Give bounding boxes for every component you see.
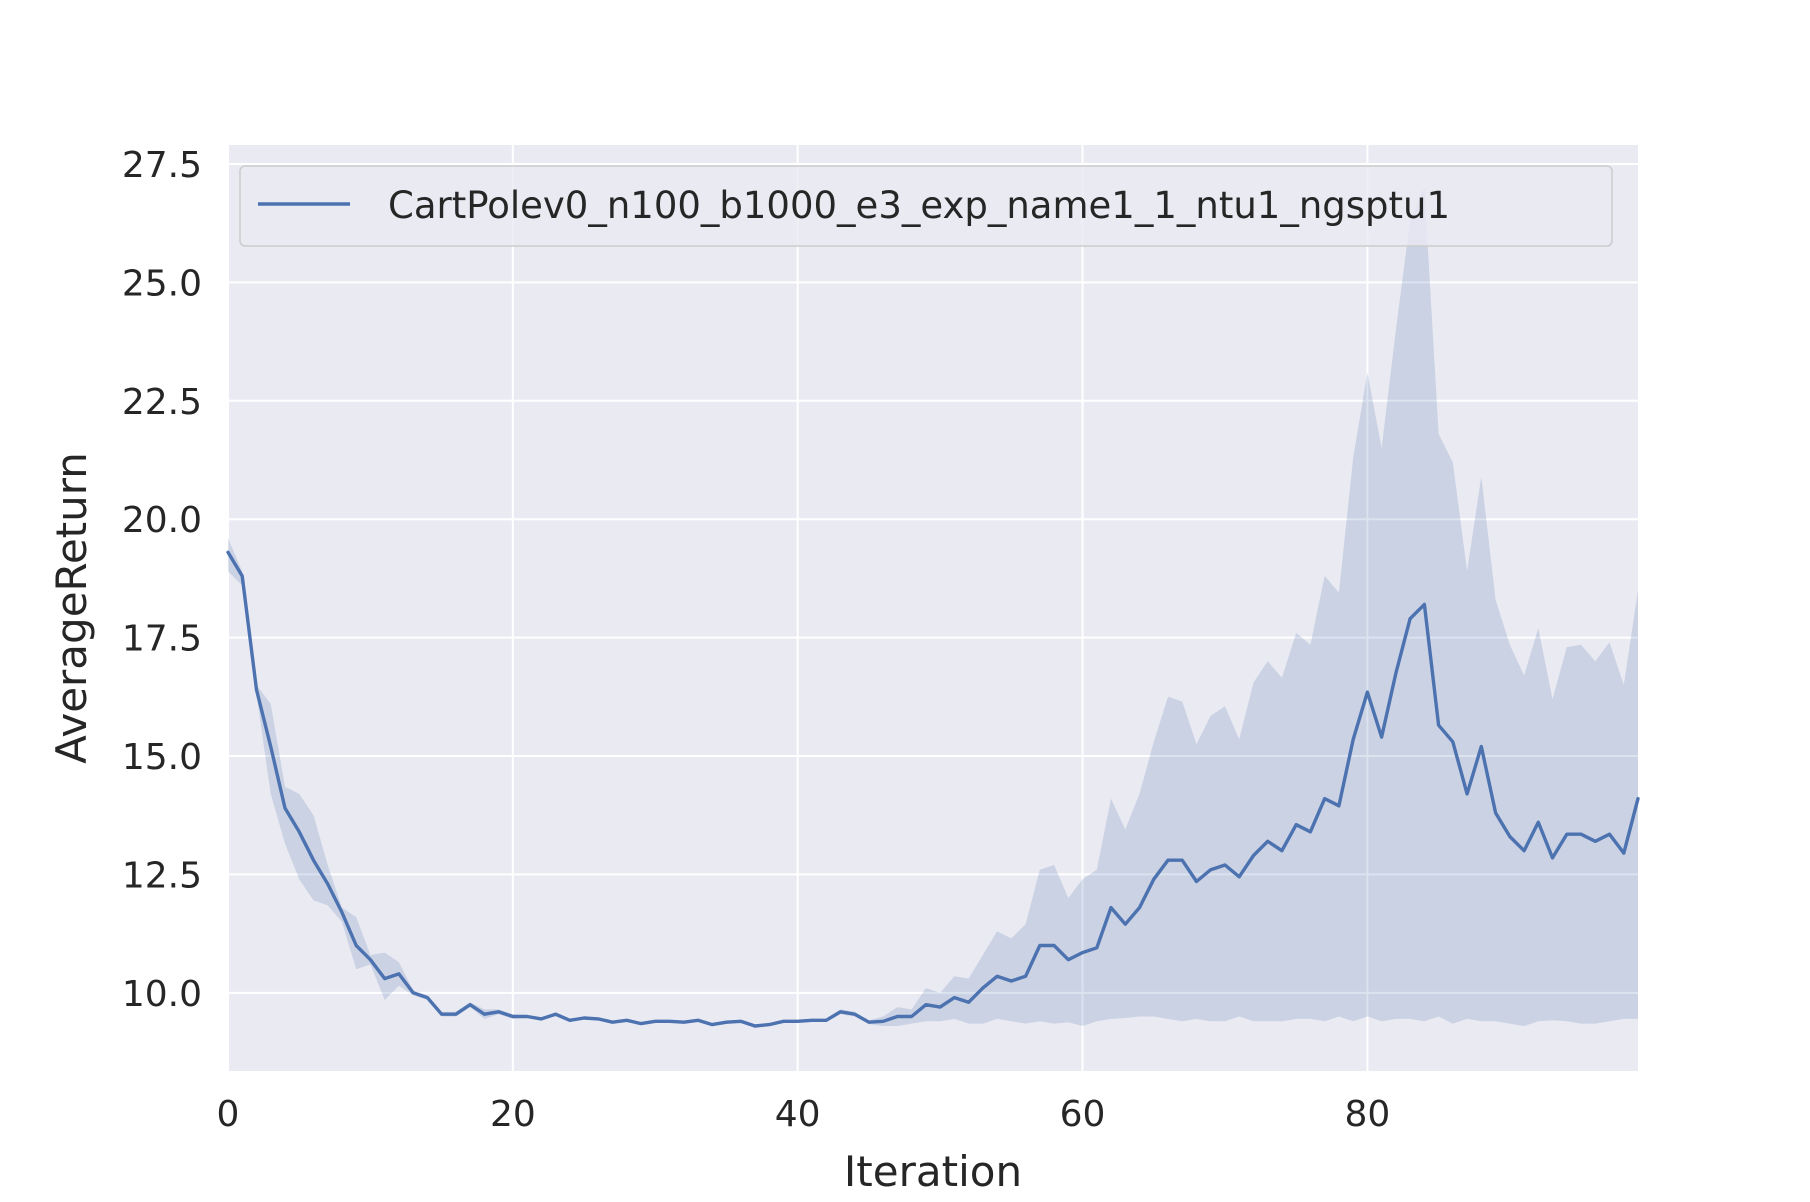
x-tick-label: 20 bbox=[490, 1094, 536, 1135]
legend: CartPolev0_n100_b1000_e3_exp_name1_1_ntu… bbox=[239, 165, 1613, 247]
legend-label: CartPolev0_n100_b1000_e3_exp_name1_1_ntu… bbox=[388, 184, 1450, 227]
y-tick-labels: 10.0 12.5 15.0 17.5 20.0 22.5 25.0 27.5 bbox=[122, 145, 202, 1015]
x-tick-label: 40 bbox=[775, 1094, 821, 1135]
y-axis-title: AverageReturn bbox=[47, 452, 96, 764]
mean-line bbox=[226, 550, 1640, 1028]
x-tick-labels: 0 20 40 60 80 bbox=[217, 1094, 1391, 1135]
legend-frame bbox=[239, 165, 1613, 247]
plot-background bbox=[228, 145, 1638, 1071]
x-tick-label: 0 bbox=[217, 1094, 240, 1135]
std-band bbox=[228, 187, 1638, 1028]
y-tick-label: 12.5 bbox=[122, 855, 202, 896]
y-tick-label: 25.0 bbox=[122, 263, 202, 304]
y-tick-label: 10.0 bbox=[122, 974, 202, 1015]
y-tick-label: 15.0 bbox=[122, 737, 202, 778]
x-tick-label: 80 bbox=[1344, 1094, 1390, 1135]
y-tick-label: 27.5 bbox=[122, 145, 202, 186]
y-tick-label: 17.5 bbox=[122, 619, 202, 660]
x-axis-title: Iteration bbox=[844, 1147, 1022, 1196]
grid-lines bbox=[227, 145, 1638, 1071]
y-tick-label: 20.0 bbox=[122, 500, 202, 541]
x-tick-label: 60 bbox=[1060, 1094, 1106, 1135]
y-tick-label: 22.5 bbox=[122, 382, 202, 423]
